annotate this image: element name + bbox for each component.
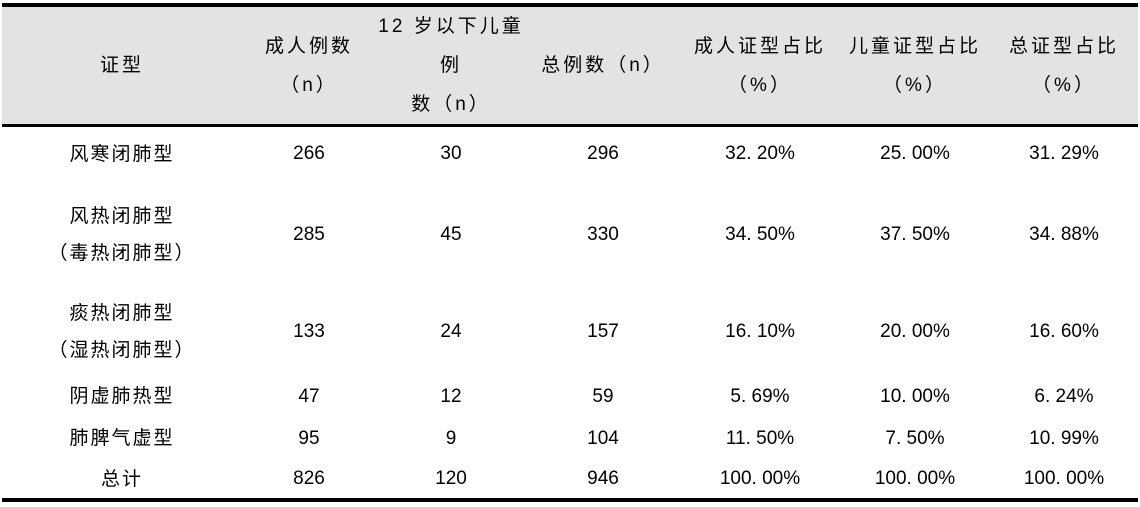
cell-adult-count: 47 bbox=[298, 385, 320, 407]
row-label: 风寒闭肺型 bbox=[2, 126, 242, 182]
header-line1: 证型 bbox=[99, 55, 144, 76]
cell-total-count: 296 bbox=[587, 143, 619, 165]
table-row: 风寒闭肺型 266 30 296 32. 20% 25. 00% 31. 29% bbox=[2, 126, 1138, 182]
cell-adult-pct: 100. 00% bbox=[719, 468, 801, 489]
cell-child-count: 24 bbox=[440, 321, 462, 342]
cell-total-count: 330 bbox=[587, 223, 619, 245]
cell-child-count: 9 bbox=[445, 427, 457, 449]
cell-total-pct: 6. 24% bbox=[1034, 385, 1094, 407]
header-cell-total-pct: 总证型占比 （%） bbox=[990, 5, 1138, 127]
cell-adult-count: 266 bbox=[293, 143, 325, 165]
cell-total-pct: 16. 60% bbox=[1029, 321, 1099, 342]
header-cell-child-count: 12 岁以下儿童例 数（n） bbox=[376, 5, 526, 127]
cell-child-pct: 20. 00% bbox=[880, 321, 950, 342]
row-label-line1: 总计 bbox=[100, 468, 143, 490]
cell-total-pct: 31. 29% bbox=[1029, 143, 1099, 165]
row-label: 痰热闭肺型 （湿热闭肺型） bbox=[2, 288, 242, 377]
table-header-row: 证型 成人例数 （n） 12 岁以下儿童例 数（n） 总例数（n） 成人证型占比 bbox=[2, 5, 1138, 127]
cell-total-count: 104 bbox=[587, 427, 619, 449]
header-line1: 成人例数 bbox=[264, 35, 353, 57]
header-cell-adult-count: 成人例数 （n） bbox=[242, 5, 376, 127]
header-line2: （%） bbox=[728, 74, 792, 96]
patient-data-table: 证型 成人例数 （n） 12 岁以下儿童例 数（n） 总例数（n） 成人证型占比 bbox=[2, 3, 1138, 502]
header-cell-total-count: 总例数（n） bbox=[526, 5, 680, 127]
cell-child-pct: 100. 00% bbox=[874, 468, 956, 489]
cell-adult-count: 826 bbox=[293, 468, 325, 489]
cell-child-pct: 7. 50% bbox=[885, 427, 945, 449]
header-cell-syndrome-type: 证型 bbox=[2, 5, 242, 127]
table-row: 肺脾气虚型 95 9 104 11. 50% 7. 50% 10. 99% bbox=[2, 417, 1138, 461]
header-line1: 总例数（n） bbox=[541, 55, 665, 76]
header-line2: （%） bbox=[1032, 74, 1096, 96]
header-cell-adult-pct: 成人证型占比 （%） bbox=[680, 5, 840, 127]
cell-child-count: 120 bbox=[435, 468, 467, 489]
table-row: 阴虚肺热型 47 12 59 5. 69% 10. 00% 6. 24% bbox=[2, 377, 1138, 417]
row-label-line1: 阴虚肺热型 bbox=[69, 386, 175, 407]
row-label-line2: （毒热闭肺型） bbox=[48, 242, 196, 264]
cell-adult-pct: 32. 20% bbox=[725, 143, 795, 165]
row-label: 肺脾气虚型 bbox=[2, 417, 242, 461]
cell-child-count: 45 bbox=[440, 223, 462, 245]
cell-total-pct: 100. 00% bbox=[1023, 468, 1105, 489]
table-row-total: 总计 826 120 946 100. 00% 100. 00% 100. 00… bbox=[2, 461, 1138, 500]
header-line1: 总证型占比 bbox=[1008, 35, 1119, 57]
cell-child-count: 12 bbox=[440, 385, 462, 407]
header-line1: 成人证型占比 bbox=[693, 35, 826, 57]
cell-total-count: 157 bbox=[587, 321, 619, 342]
cell-total-pct: 34. 88% bbox=[1029, 223, 1099, 245]
header-line2: 数（n） bbox=[411, 94, 491, 115]
cell-child-pct: 10. 00% bbox=[880, 385, 950, 407]
row-label: 阴虚肺热型 bbox=[2, 377, 242, 417]
cell-adult-count: 285 bbox=[293, 223, 325, 245]
header-line2: （%） bbox=[883, 74, 947, 96]
cell-total-count: 946 bbox=[587, 468, 619, 489]
cell-adult-pct: 11. 50% bbox=[725, 427, 795, 449]
row-label: 总计 bbox=[2, 461, 242, 500]
cell-adult-pct: 34. 50% bbox=[725, 223, 795, 245]
header-cell-child-pct: 儿童证型占比 （%） bbox=[840, 5, 990, 127]
cell-adult-pct: 16. 10% bbox=[725, 321, 795, 342]
row-label-line1: 风热闭肺型 bbox=[69, 205, 175, 227]
cell-adult-pct: 5. 69% bbox=[730, 385, 790, 407]
header-line1: 儿童证型占比 bbox=[848, 35, 981, 57]
row-label-line1: 肺脾气虚型 bbox=[69, 428, 175, 449]
row-label-line1: 风寒闭肺型 bbox=[69, 143, 175, 165]
cell-child-pct: 37. 50% bbox=[880, 223, 950, 245]
cell-total-pct: 10. 99% bbox=[1029, 427, 1099, 449]
row-label: 风热闭肺型 （毒热闭肺型） bbox=[2, 182, 242, 288]
header-line1: 12 岁以下儿童例 bbox=[378, 16, 524, 76]
cell-adult-count: 133 bbox=[293, 321, 325, 342]
table-row: 痰热闭肺型 （湿热闭肺型） 133 24 157 16. 10% 20. 00%… bbox=[2, 288, 1138, 377]
table-row: 风热闭肺型 （毒热闭肺型） 285 45 330 34. 50% 37. 50%… bbox=[2, 182, 1138, 288]
cell-child-count: 30 bbox=[440, 143, 462, 165]
row-label-line2: （湿热闭肺型） bbox=[48, 340, 196, 361]
cell-child-pct: 25. 00% bbox=[880, 143, 950, 165]
row-label-line1: 痰热闭肺型 bbox=[69, 303, 175, 324]
header-line2: （n） bbox=[280, 74, 338, 96]
cell-adult-count: 95 bbox=[298, 427, 320, 449]
cell-total-count: 59 bbox=[592, 385, 614, 407]
